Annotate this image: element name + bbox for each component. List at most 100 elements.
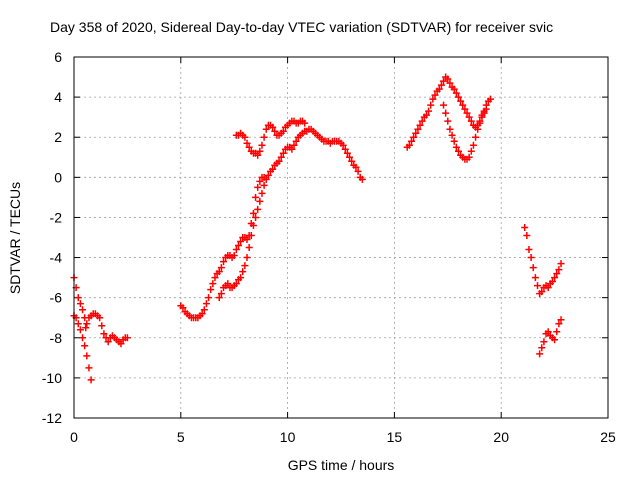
data-point bbox=[79, 334, 87, 342]
data-point bbox=[454, 147, 462, 155]
data-point bbox=[234, 242, 242, 250]
data-point bbox=[200, 306, 208, 314]
data-point bbox=[348, 157, 356, 165]
data-point bbox=[474, 125, 482, 133]
data-point bbox=[205, 294, 213, 302]
y-tick-label: 6 bbox=[54, 49, 62, 65]
data-point bbox=[290, 141, 298, 149]
data-point bbox=[450, 85, 458, 93]
y-tick-label: -4 bbox=[50, 250, 63, 266]
data-point bbox=[279, 149, 287, 157]
data-point bbox=[448, 131, 456, 139]
data-point bbox=[459, 101, 467, 109]
data-point bbox=[260, 133, 268, 141]
series-arc-7 bbox=[440, 101, 490, 163]
x-tick-label: 20 bbox=[493, 429, 509, 445]
data-point bbox=[467, 117, 475, 125]
data-point bbox=[211, 274, 219, 282]
data-point bbox=[531, 274, 539, 282]
data-point bbox=[243, 139, 251, 147]
data-point bbox=[258, 189, 266, 197]
data-point bbox=[341, 145, 349, 153]
data-point bbox=[254, 151, 262, 159]
data-point bbox=[79, 306, 87, 314]
y-tick-labels: -12 -10 -8 -6 -4 -2 0 2 4 6 bbox=[42, 49, 62, 426]
data-point bbox=[123, 334, 131, 342]
data-point bbox=[418, 117, 426, 125]
data-point bbox=[241, 262, 249, 270]
data-point bbox=[557, 316, 565, 324]
data-point bbox=[525, 246, 533, 254]
data-point bbox=[354, 167, 362, 175]
data-point bbox=[83, 352, 91, 360]
grid bbox=[74, 57, 608, 418]
data-point bbox=[352, 163, 360, 171]
data-point bbox=[555, 266, 563, 274]
data-point bbox=[262, 175, 270, 183]
data-point bbox=[258, 141, 266, 149]
axis-ticks bbox=[73, 56, 609, 419]
data-point bbox=[256, 147, 264, 155]
y-tick-label: 4 bbox=[54, 89, 62, 105]
data-point bbox=[279, 127, 287, 135]
series-arc-6 bbox=[403, 73, 495, 151]
data-point bbox=[457, 97, 465, 105]
data-point bbox=[358, 175, 366, 183]
data-point bbox=[440, 101, 448, 109]
data-point bbox=[232, 246, 240, 254]
data-point bbox=[245, 143, 253, 151]
data-point bbox=[215, 294, 223, 302]
data-point bbox=[442, 109, 450, 117]
data-point bbox=[446, 125, 454, 133]
data-point bbox=[467, 147, 475, 155]
data-point bbox=[269, 165, 277, 173]
data-point bbox=[245, 244, 253, 252]
data-point bbox=[249, 221, 257, 229]
data-point bbox=[437, 81, 445, 89]
data-point bbox=[414, 125, 422, 133]
data-point bbox=[239, 268, 247, 276]
data-point bbox=[469, 141, 477, 149]
data-point bbox=[237, 274, 245, 282]
x-tick-label: 25 bbox=[600, 429, 616, 445]
data-point bbox=[256, 177, 264, 185]
data-point bbox=[540, 338, 548, 346]
data-point bbox=[429, 95, 437, 103]
data-point bbox=[224, 280, 232, 288]
data-point bbox=[98, 322, 106, 330]
series-arc-8 bbox=[521, 223, 565, 298]
data-point bbox=[551, 336, 559, 344]
data-point bbox=[292, 137, 300, 145]
data-point bbox=[557, 260, 565, 268]
data-point bbox=[243, 254, 251, 262]
y-tick-label: -6 bbox=[50, 290, 63, 306]
data-point bbox=[254, 205, 262, 213]
data-point bbox=[237, 238, 245, 246]
data-point bbox=[536, 350, 544, 358]
data-point bbox=[271, 127, 279, 135]
data-point bbox=[487, 95, 495, 103]
data-point bbox=[83, 320, 91, 328]
data-point bbox=[288, 145, 296, 153]
data-point bbox=[538, 288, 546, 296]
data-point bbox=[465, 113, 473, 121]
data-point bbox=[476, 119, 484, 127]
data-point bbox=[480, 109, 488, 117]
series-arc-1 bbox=[70, 274, 131, 348]
y-tick-label: 2 bbox=[54, 129, 62, 145]
data-point bbox=[427, 101, 435, 109]
data-point bbox=[482, 105, 490, 113]
x-tick-label: 5 bbox=[177, 429, 185, 445]
data-point bbox=[461, 105, 469, 113]
y-axis-label: SDTVAR / TECUs bbox=[7, 182, 23, 294]
data-point bbox=[243, 236, 251, 244]
data-point bbox=[117, 340, 125, 348]
data-point bbox=[81, 342, 89, 350]
data-point bbox=[82, 324, 90, 332]
data-point bbox=[339, 141, 347, 149]
data-point bbox=[104, 338, 112, 346]
data-point bbox=[478, 113, 486, 121]
x-tick-labels: 0 5 10 15 20 25 bbox=[70, 429, 616, 445]
data-point bbox=[230, 252, 238, 260]
